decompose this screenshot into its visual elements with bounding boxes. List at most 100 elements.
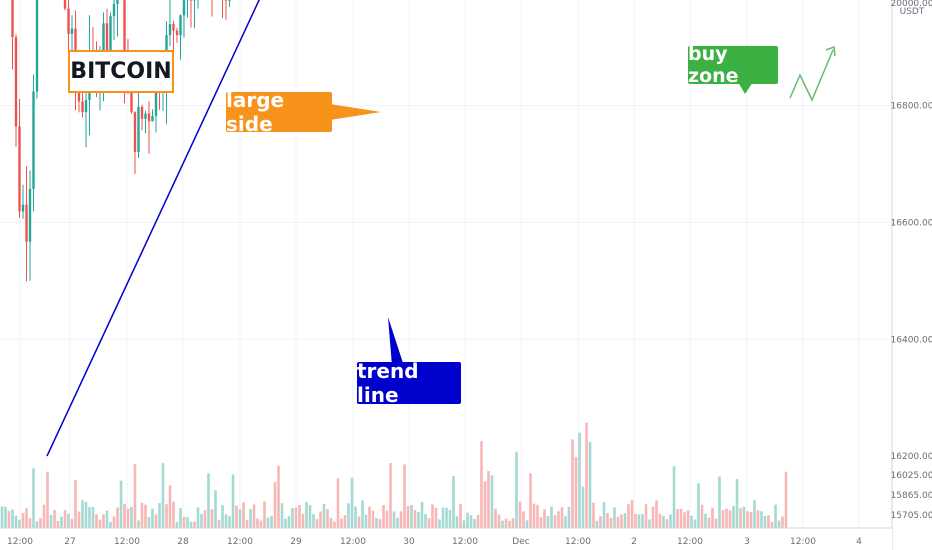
volume-bar <box>308 505 312 528</box>
volume-bar <box>228 516 231 528</box>
volume-bar <box>130 506 133 528</box>
large-side-label: large side <box>226 88 332 136</box>
volume-bar <box>179 508 182 528</box>
volume-bar <box>658 513 662 528</box>
x-tick-label: 2 <box>631 537 637 547</box>
volume-bar <box>11 509 14 528</box>
volume-bar <box>637 514 641 528</box>
volume-bar <box>490 475 494 528</box>
volume-bar <box>777 520 781 528</box>
volume-bar <box>154 514 158 528</box>
volume-bar <box>651 506 655 528</box>
candle-body <box>133 112 137 152</box>
x-tick-label: Dec <box>512 537 529 547</box>
trend-line-label: trend line <box>357 359 461 407</box>
volume-bar <box>595 520 599 528</box>
candle-body <box>25 204 28 242</box>
volume-bar <box>49 515 53 528</box>
volume-bar <box>375 517 378 528</box>
volume-bar <box>98 519 102 528</box>
volume-bar <box>690 515 693 528</box>
y-tick-label: 16400.00 <box>891 335 932 345</box>
volume-bar <box>599 516 602 528</box>
volume-bar <box>420 501 424 528</box>
volume-bar <box>91 507 95 528</box>
candle-body <box>137 106 140 152</box>
volume-bar <box>109 521 112 528</box>
volume-bar <box>648 519 651 528</box>
volume-bar <box>749 512 753 528</box>
volume-bar <box>151 508 154 528</box>
volume-bar <box>322 503 326 528</box>
rising-trend-line <box>46 0 260 457</box>
volume-bar <box>70 518 74 528</box>
volume-bar <box>613 507 616 528</box>
volume-bar <box>63 510 67 528</box>
volume-bar <box>487 470 490 528</box>
x-axis[interactable]: 12:00 27 12:00 28 12:00 29 12:00 30 12:00 Dec 12:0… <box>0 527 892 550</box>
volume-bar <box>424 514 427 528</box>
volume-bar <box>280 503 284 528</box>
volume-bar <box>742 506 746 528</box>
volume-bar <box>455 516 459 528</box>
volume-bar <box>326 509 329 528</box>
x-tick-label: 12:00 <box>452 537 478 547</box>
y-tick-label: 15865.00 <box>891 491 932 501</box>
volume-bar <box>434 507 438 528</box>
volume-bar <box>168 485 172 528</box>
volume-bar <box>655 500 658 528</box>
volume-bar <box>438 519 441 528</box>
volume-bar <box>287 516 291 528</box>
volume-bar <box>557 511 560 528</box>
volume-bar <box>378 519 382 528</box>
volume-bar <box>700 504 704 528</box>
candle-body <box>102 23 105 63</box>
x-tick-label: 12:00 <box>790 537 816 547</box>
volume-bar <box>0 506 4 528</box>
volume-bar <box>767 515 770 528</box>
candle-body <box>109 16 112 51</box>
volume-bar <box>343 515 347 528</box>
volume-bar <box>445 507 448 528</box>
volume-bar <box>35 521 39 528</box>
volume-bar <box>193 521 196 528</box>
y-axis[interactable]: USDT20000.0019800.0019600.0019400.001920… <box>891 0 932 550</box>
projected-path <box>789 49 834 102</box>
volume-bar <box>515 451 518 528</box>
volume-bar <box>319 511 322 528</box>
volume-bar <box>592 502 595 528</box>
x-tick-label: 12:00 <box>565 537 591 547</box>
candle-body <box>18 126 21 212</box>
volume-bar <box>74 479 77 528</box>
candle-body <box>67 8 70 34</box>
volume-bar <box>518 501 522 528</box>
candle-body <box>32 91 35 189</box>
volume-bar <box>102 514 105 528</box>
volume-bar <box>224 514 228 528</box>
candle-body <box>123 0 126 75</box>
volume-bar <box>42 504 46 528</box>
volume-bar <box>84 501 88 528</box>
volume-bar <box>245 520 249 528</box>
volume-bar <box>175 521 179 528</box>
volume-bar <box>578 432 581 528</box>
volume-bar <box>718 476 721 528</box>
volume-bar <box>385 510 389 528</box>
volume-bar <box>53 510 56 528</box>
title-label: BITCOIN <box>68 50 174 93</box>
y-tick-label: 16025.00 <box>891 471 932 481</box>
volume-bar <box>21 513 25 528</box>
volume-bar <box>476 514 480 528</box>
candle-body <box>70 28 74 34</box>
volume-bar <box>133 464 137 528</box>
volume-bar <box>336 478 340 528</box>
y-tick-label: 16200.00 <box>891 452 932 462</box>
volume-bar <box>508 520 511 528</box>
volume-bar <box>14 515 18 528</box>
x-tick-label: 29 <box>290 537 302 547</box>
volume-bar <box>403 464 406 528</box>
volume-bar <box>270 515 273 528</box>
volume-bar <box>189 521 193 528</box>
candle-body <box>81 101 84 113</box>
volume-bar <box>210 509 214 528</box>
